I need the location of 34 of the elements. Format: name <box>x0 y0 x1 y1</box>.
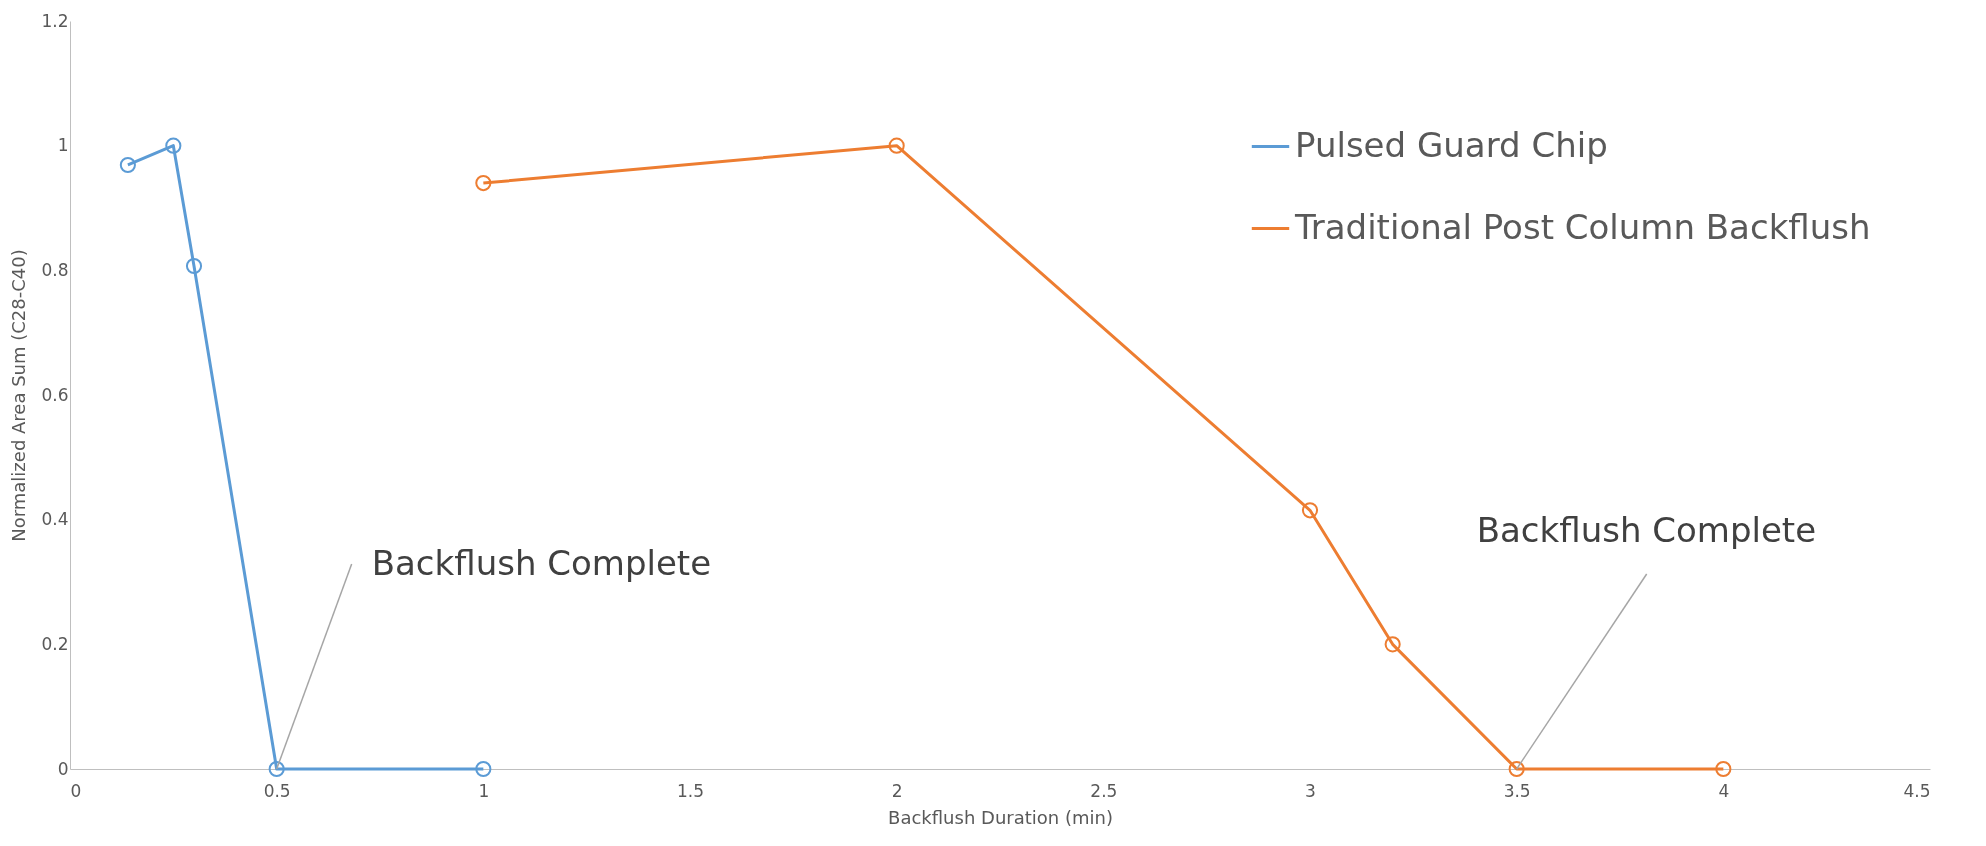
y-tick-label: 0.6 <box>41 384 69 405</box>
point <box>119 156 136 174</box>
x-tick-label: 3 <box>1305 780 1316 801</box>
point <box>185 257 203 275</box>
x-tick-label: 2 <box>891 780 903 801</box>
point <box>475 175 492 192</box>
y-tick-label: 0.4 <box>41 509 69 530</box>
annotation: Backflush Complete <box>371 543 712 583</box>
point <box>268 760 285 778</box>
y-tick-label: 1 <box>57 135 69 156</box>
x-tick-label: 4 <box>1718 780 1730 801</box>
x-tick-label: 4.5 <box>1903 780 1931 801</box>
y-tick-label: 0.8 <box>41 259 69 280</box>
legend-label: Pulsed Guard Chip <box>1295 124 1608 165</box>
x-tick-label: 0 <box>70 780 82 801</box>
y-tick-label: 0 <box>57 758 69 779</box>
annotation: Backflush Complete <box>1476 510 1817 550</box>
point <box>475 760 492 778</box>
x-tick-label: 3.5 <box>1503 780 1531 801</box>
y-axis-title: Normalized Area Sum (C28-C40) <box>8 249 30 542</box>
point <box>888 137 905 154</box>
y-tick-label: 1.2 <box>41 10 69 31</box>
point <box>1508 760 1525 778</box>
point <box>1301 502 1319 519</box>
x-axis-title: Backflush Duration (min) <box>888 806 1113 828</box>
x-tick-label: 0.5 <box>263 780 291 801</box>
x-tick-label: 2.5 <box>1090 780 1118 801</box>
point <box>165 137 182 154</box>
x-tick-label: 1 <box>478 780 490 801</box>
point <box>1715 760 1732 778</box>
x-tick-label: 1.5 <box>676 780 705 801</box>
point <box>1384 636 1401 653</box>
y-tick-label: 0.2 <box>41 633 69 654</box>
legend-label: Traditional Post Column Backflush <box>1294 206 1871 247</box>
